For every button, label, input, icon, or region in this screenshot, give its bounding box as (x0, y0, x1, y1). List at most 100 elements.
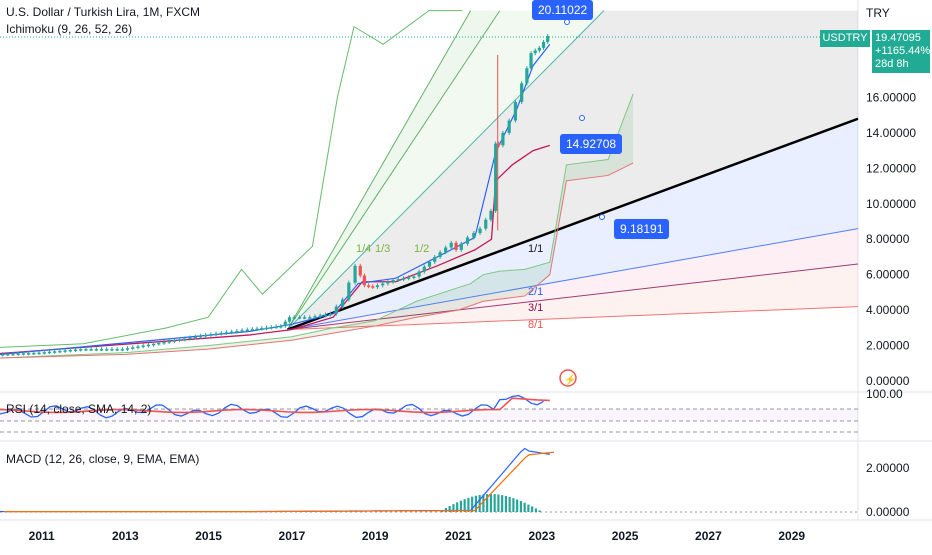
candle-body (454, 242, 458, 250)
macd-histogram-bar (478, 494, 481, 512)
candle-body (520, 83, 524, 102)
candle-body (279, 326, 283, 328)
candle-body (308, 317, 312, 319)
price-tick-label-4: 8.00000 (866, 232, 910, 246)
candle-body (230, 331, 234, 334)
candle-body (497, 143, 501, 146)
candle-body (172, 340, 177, 342)
gann-label-1: 1/3 (375, 243, 390, 255)
candle-body (489, 210, 493, 220)
callout-anchor-0 (564, 19, 570, 25)
macd-histogram-bar (482, 494, 485, 512)
candle-body (367, 285, 371, 287)
candle-body (120, 349, 124, 351)
candle-body (63, 350, 67, 352)
rsi-label[interactable]: RSI (14, close, SMA, 14, 2) (6, 402, 152, 416)
callout-anchor-1 (579, 115, 585, 121)
candle-body (449, 242, 453, 248)
candle-body (224, 332, 229, 334)
candle-body (198, 335, 203, 338)
candle-body (240, 330, 244, 332)
callout-1[interactable]: 20.11022 (532, 0, 594, 20)
price-tick-label-2: 4.00000 (866, 303, 910, 317)
indicator-label[interactable]: Ichimoku (9, 26, 52, 26) (6, 22, 133, 36)
candle-body (371, 286, 375, 288)
event-icon (559, 369, 577, 387)
candle-body (178, 339, 182, 341)
price-tick-label-6: 12.00000 (866, 161, 916, 175)
macd-histogram-bar (538, 510, 541, 512)
candle-body (537, 47, 541, 51)
macd-histogram-bar (534, 508, 537, 512)
candle-body (391, 279, 395, 282)
time-tick-label-3: 2017 (279, 529, 306, 543)
gann-label-6: 8/1 (528, 319, 543, 331)
candle-body (546, 35, 550, 42)
candle-body (245, 329, 249, 332)
candle-body (219, 332, 223, 335)
callout-2[interactable]: 14.92708 (560, 134, 623, 154)
candle-body (162, 342, 166, 344)
candle-body (214, 333, 218, 336)
macd-histogram-bar (467, 497, 470, 512)
candle-body (297, 317, 301, 319)
price-tick-label-0: 0.00000 (866, 374, 910, 388)
candle-body (318, 315, 322, 317)
callout-anchor-2 (599, 214, 605, 220)
gann-label-4: 2/1 (528, 286, 543, 298)
candle-body (353, 265, 357, 283)
macd-histogram-bar (504, 495, 508, 512)
candle-body (151, 343, 156, 346)
candle-body (260, 328, 264, 330)
price-tick-label-3: 6.00000 (866, 268, 910, 282)
candle-body (347, 282, 351, 300)
candle-body (283, 321, 287, 327)
macd-histogram-bar (512, 498, 515, 512)
candle-body (115, 349, 119, 351)
candle-body (204, 334, 208, 337)
candle-body (386, 281, 390, 284)
macd-histogram-bar (489, 494, 493, 512)
candle-body (274, 326, 278, 329)
price-tag: USDTRY 19.47095 +1165.44% 28d 8h (820, 30, 930, 73)
rsi-ma-line (0, 397, 550, 414)
candle-body (53, 351, 57, 353)
ichimoku-span-a (0, 93, 634, 359)
ichimoku-span-b (0, 162, 634, 359)
gann-fan-fill-0 (287, 10, 859, 330)
candle-body (264, 327, 269, 330)
candle-body (167, 341, 171, 343)
candle-body (362, 275, 367, 286)
candle-body (287, 317, 292, 322)
gann-fan-fill-2 (287, 10, 859, 330)
candle-body (110, 349, 114, 351)
candle-body (136, 346, 140, 348)
candle-body (525, 68, 529, 84)
last-price: 19.47095 (875, 32, 921, 44)
macd-histogram-bar (516, 499, 519, 512)
gann-fan-line-6 (287, 306, 859, 331)
candle-body (141, 345, 145, 348)
candle-body (513, 101, 518, 121)
callout-3[interactable]: 9.18191 (614, 219, 670, 239)
macd-tick-label-0: 0.00000 (866, 505, 910, 519)
candle-body (157, 342, 161, 345)
candle-body (1, 354, 5, 356)
macd-histogram-bar (456, 502, 459, 512)
candle-body (105, 349, 109, 351)
gann-label-0: 1/4 (356, 243, 371, 255)
time-tick-label-7: 2025 (612, 529, 639, 543)
macd-label[interactable]: MACD (12, 26, close, 9, EMA, EMA) (6, 452, 200, 466)
gann-fan-line-4 (287, 228, 859, 331)
candle-body (125, 348, 130, 350)
candle-body (131, 347, 135, 349)
macd-histogram-bar (497, 494, 500, 512)
time-tick-label-8: 2027 (695, 529, 722, 543)
time-tick-label-2: 2015 (195, 529, 222, 543)
macd-histogram-bar (452, 504, 455, 512)
macd-histogram-bar (459, 500, 463, 512)
gann-fan-line-0 (286, 10, 472, 330)
candle-body (99, 349, 104, 351)
candle-body (292, 317, 296, 319)
